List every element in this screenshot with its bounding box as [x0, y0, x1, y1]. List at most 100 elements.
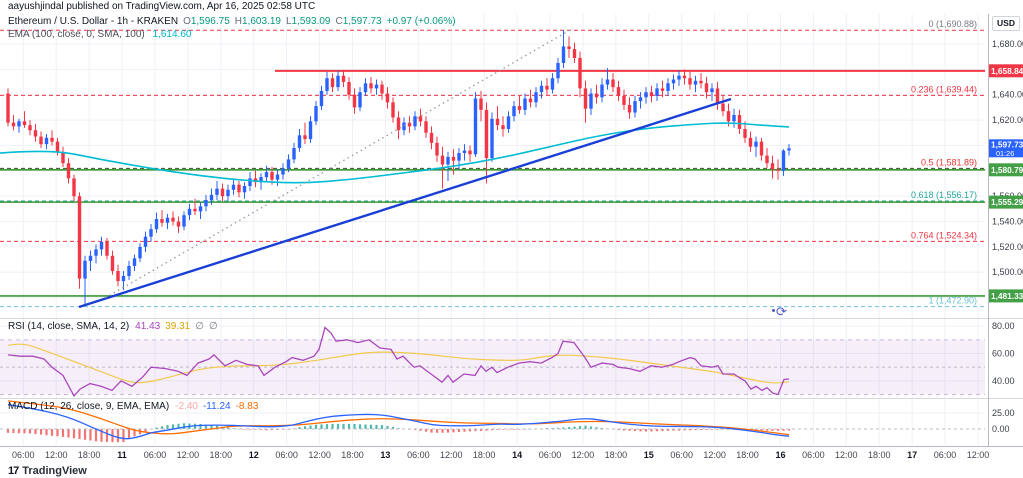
rsi-legend[interactable]: RSI (14, close, SMA, 14, 2) 41.43 39.31 ∅ ∅	[8, 321, 218, 332]
rsi-upper-value: ∅	[195, 321, 204, 332]
macd-line-value: -11.24	[202, 401, 231, 412]
svg-text:60.00: 60.00	[992, 349, 1015, 359]
macd-label: MACD (12, 26, close, 9, EMA, EMA)	[8, 401, 170, 412]
rsi-line	[7, 326, 790, 398]
time-axis-label: 12:00	[176, 450, 200, 460]
svg-text:1,658.84: 1,658.84	[991, 66, 1023, 76]
currency-toggle-button[interactable]: USD	[992, 16, 1020, 31]
macd-signal-line	[7, 400, 790, 436]
svg-text:1,555.29: 1,555.29	[991, 197, 1023, 207]
svg-text:80.00: 80.00	[992, 321, 1015, 331]
time-axis-label: 12:00	[703, 450, 726, 460]
time-axis-day-label: 16	[775, 450, 786, 460]
symbol-title: Ethereum / U.S. Dollar - 1h - KRAKEN	[8, 16, 179, 27]
svg-text:40.00: 40.00	[992, 376, 1015, 386]
fib-retracement-lines[interactable]: 0 (1,690.88) 0.236 (1,639.44) 0.5 (1,581.8…	[0, 19, 985, 308]
time-axis-label: 12:00	[308, 450, 331, 460]
svg-text:1,620.00: 1,620.00	[992, 115, 1023, 125]
price-axis[interactable]: 1,680.001,640.001,620.001,560.001,540.00…	[988, 14, 1023, 446]
svg-text:0.236 (1,639.44): 0.236 (1,639.44)	[911, 84, 977, 94]
svg-text:1,520.00: 1,520.00	[992, 242, 1023, 252]
time-axis-label: 18:00	[77, 450, 101, 460]
time-axis-label: 18:00	[867, 450, 891, 460]
macd-legend[interactable]: MACD (12, 26, close, 9, EMA, EMA) -2.40 -1…	[8, 401, 258, 412]
svg-text:1,597.73: 1,597.73	[991, 139, 1023, 149]
high-label: H	[234, 16, 243, 27]
rsi-ma-value: 39.31	[165, 321, 191, 332]
svg-text:0 (1,690.88): 0 (1,690.88)	[928, 19, 977, 29]
time-axis-day-label: 17	[907, 450, 918, 460]
svg-text:1,500.00: 1,500.00	[992, 267, 1023, 277]
time-axis-label: 18:00	[604, 450, 628, 460]
change-value: +0.97 (+0.06%)	[386, 16, 456, 27]
watermark-text: aayushjindal published on TradingView.co…	[8, 1, 316, 12]
time-axis-label: 06:00	[538, 450, 562, 460]
macd-histogram	[0, 423, 985, 443]
svg-text:0.764 (1,524.34): 0.764 (1,524.34)	[911, 230, 977, 240]
macd-line	[7, 404, 790, 440]
time-axis-label: 12:00	[571, 450, 595, 460]
close-label: C	[335, 16, 343, 27]
ema-label: EMA (100, close, 0, SMA, 100)	[8, 29, 145, 40]
svg-text:0.5 (1,581.89): 0.5 (1,581.89)	[921, 157, 977, 167]
ema-value: 1,614.60	[152, 29, 192, 40]
svg-text:1,640.00: 1,640.00	[992, 90, 1023, 100]
svg-text:1,540.00: 1,540.00	[992, 217, 1023, 227]
time-axis-day-label: 11	[117, 450, 127, 460]
time-axis-label: 18:00	[341, 450, 364, 460]
tradingview-logo-icon[interactable]: 17	[8, 464, 19, 477]
low-label: L	[285, 16, 292, 27]
ema-line[interactable]	[0, 122, 790, 184]
time-axis-label: 06:00	[12, 450, 35, 460]
time-axis-label: 18:00	[209, 450, 233, 460]
rsi-lower-value: ∅	[208, 321, 218, 332]
time-axis-label: 06:00	[933, 450, 957, 460]
time-axis-label: 18:00	[472, 450, 496, 460]
svg-text:1,680.00: 1,680.00	[992, 39, 1023, 49]
grid	[0, 14, 985, 445]
tradingview-brand[interactable]: TradingView	[22, 464, 87, 477]
svg-text:25.00: 25.00	[992, 408, 1015, 418]
svg-text:1 (1,472.90): 1 (1,472.90)	[928, 296, 977, 306]
rsi-label: RSI (14, close, SMA, 14, 2)	[8, 321, 130, 332]
low-value: 1,593.09	[291, 16, 331, 27]
time-axis-label: 18:00	[736, 450, 759, 460]
rsi-ma-line	[7, 343, 790, 384]
support-lines[interactable]	[0, 168, 985, 297]
svg-text:0.00: 0.00	[992, 424, 1010, 434]
svg-text:01:26: 01:26	[996, 149, 1014, 158]
svg-text:1,481.33: 1,481.33	[991, 291, 1023, 301]
time-axis[interactable]: 06:00 12:00 18:00 11 06:00 12:00 18:00 12 06:00 1…	[0, 446, 1023, 463]
time-axis-label: 06:00	[275, 450, 298, 460]
ema-legend[interactable]: EMA (100, close, 0, SMA, 100) 1,614.60	[8, 29, 191, 40]
time-axis-label: 06:00	[802, 450, 825, 460]
svg-text:0.618 (1,556.17): 0.618 (1,556.17)	[911, 190, 977, 200]
dot-icon	[772, 309, 775, 312]
macd-signal-value: -8.83	[235, 401, 259, 412]
svg-text:1,580.79: 1,580.79	[991, 165, 1023, 175]
open-label: O	[183, 16, 191, 27]
time-axis-day-label: 14	[512, 450, 523, 460]
symbol-legend[interactable]: Ethereum / U.S. Dollar - 1h - KRAKEN O1,5…	[8, 16, 456, 27]
time-axis-label: 06:00	[407, 450, 430, 460]
time-axis-label: 12:00	[44, 450, 68, 460]
time-axis-day-label: 15	[643, 450, 654, 460]
replay-glyph: ⟳	[776, 304, 787, 319]
close-value: 1,597.73	[342, 16, 382, 27]
candlesticks	[6, 30, 791, 306]
trendlines[interactable]	[78, 29, 732, 309]
circular-arrow-icon[interactable]: ⟳	[772, 304, 787, 320]
time-axis-day-label: 12	[248, 450, 259, 460]
chart-canvas[interactable]: 0 (1,690.88) 0.236 (1,639.44) 0.5 (1,581.8…	[0, 0, 1023, 446]
open-value: 1,596.75	[190, 16, 230, 27]
time-axis-label: 12:00	[439, 450, 463, 460]
time-axis-day-label: 13	[380, 450, 391, 460]
time-axis-label: 12:00	[835, 450, 858, 460]
macd-hist-value: -2.40	[175, 401, 198, 412]
pane-separators[interactable]	[0, 318, 1023, 399]
time-axis-label: 06:00	[143, 450, 167, 460]
time-axis-label: 12:00	[966, 450, 990, 460]
high-value: 1,603.19	[242, 16, 281, 27]
footer: 17 TradingView	[8, 463, 87, 478]
